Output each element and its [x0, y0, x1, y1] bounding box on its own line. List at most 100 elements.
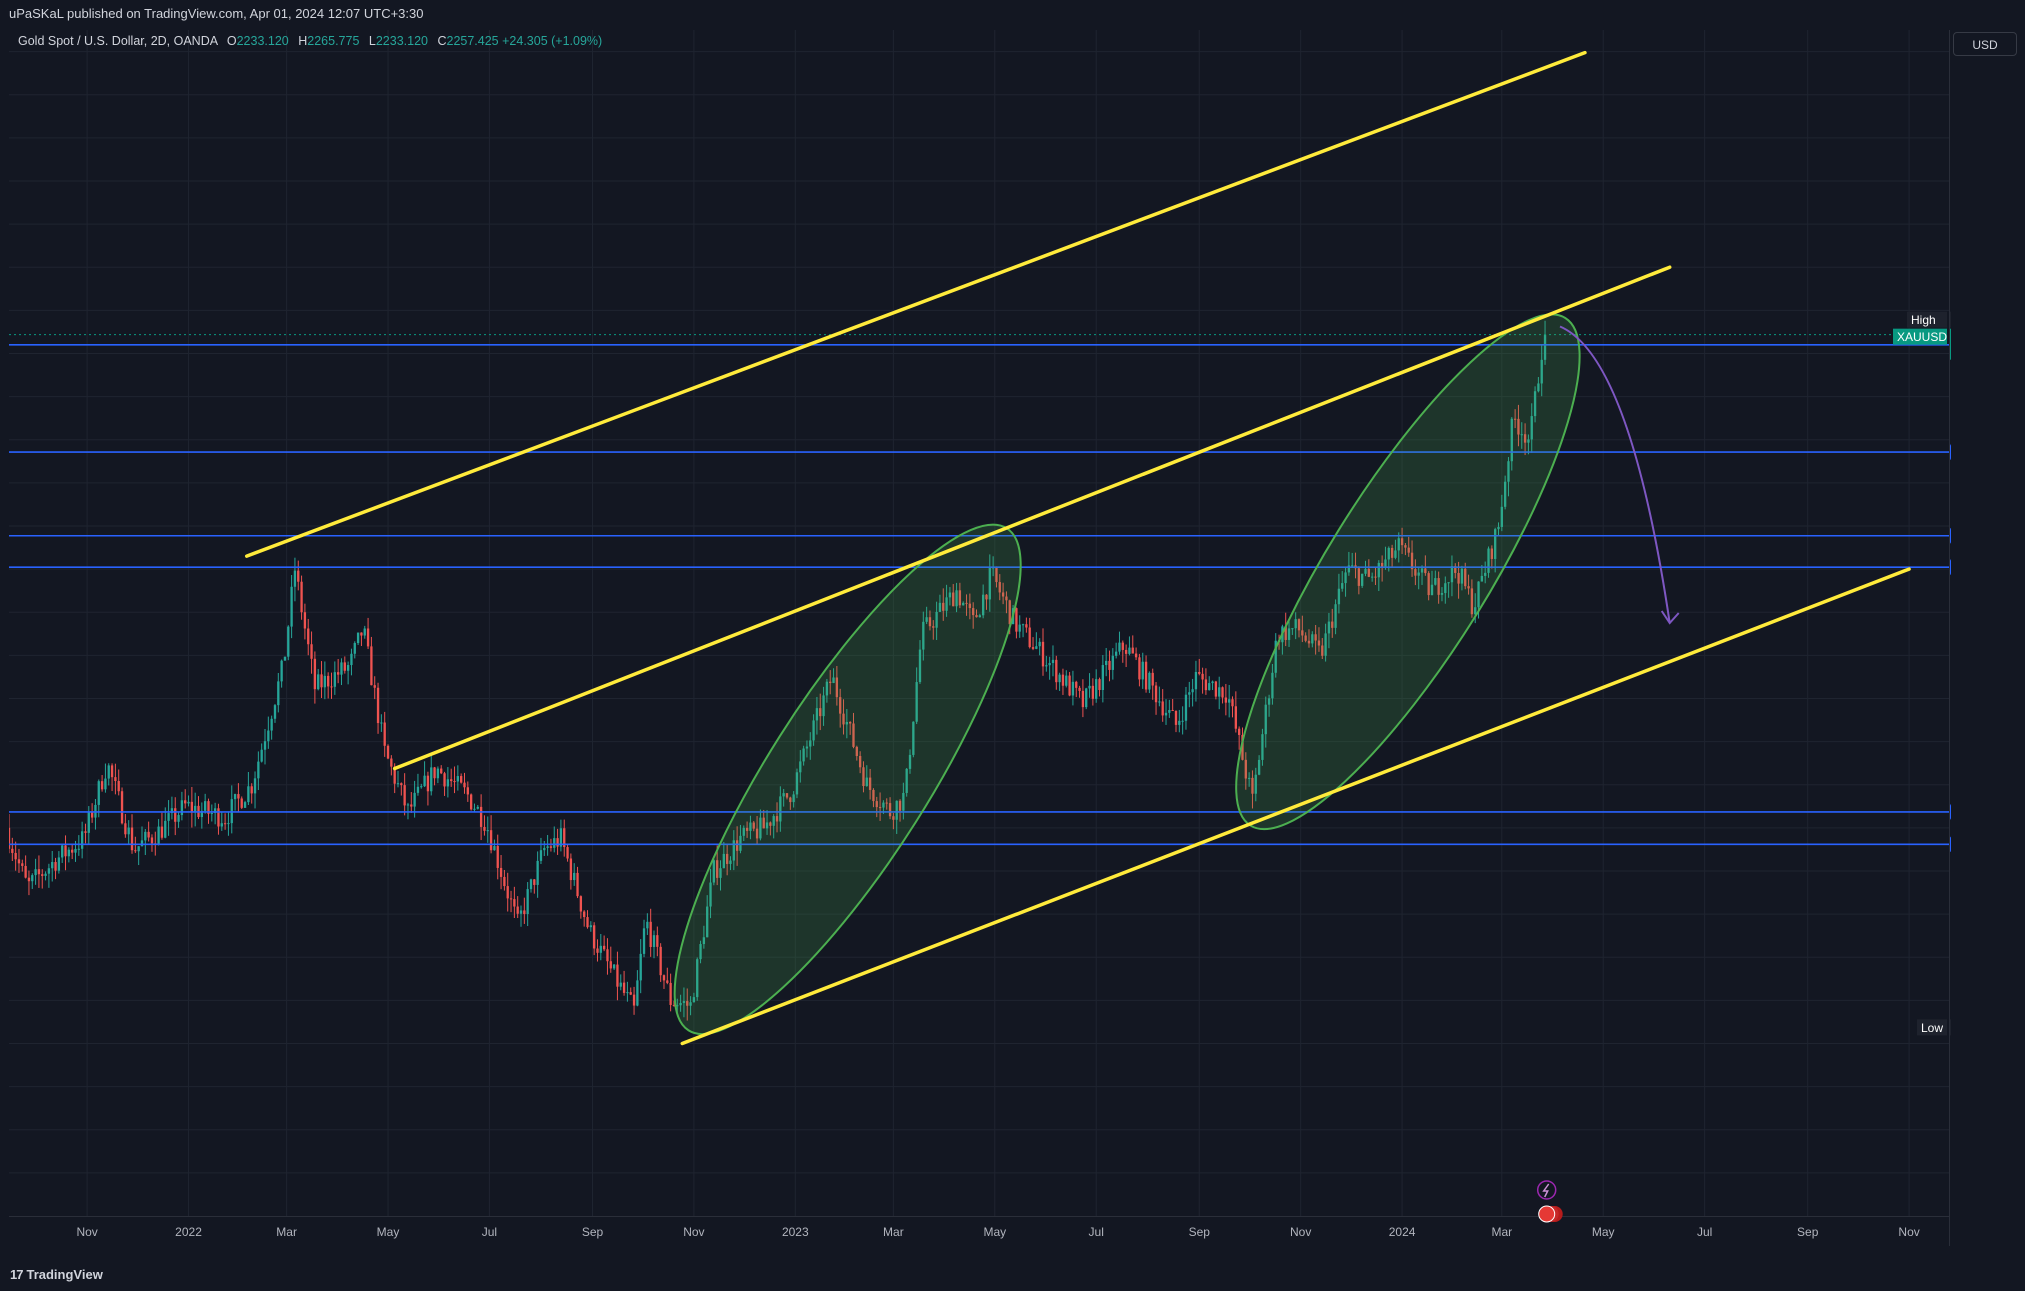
candle-body [666, 980, 669, 983]
tv-logo-icon: 17 [10, 1267, 24, 1282]
open-value: 2233.120 [236, 34, 289, 48]
candle-body [1384, 559, 1387, 568]
candle-body [90, 812, 94, 818]
high-label: High [1911, 313, 1936, 327]
candle-body [789, 797, 792, 803]
candle-body [1008, 600, 1011, 625]
candle-body [822, 695, 825, 717]
candle-body [233, 794, 237, 800]
close-label: C [437, 34, 447, 48]
candle-body [114, 777, 117, 781]
currency-button[interactable]: USD [1953, 32, 2017, 56]
candle-body [1311, 634, 1314, 644]
candle-body [1118, 642, 1121, 652]
candle-body [469, 794, 473, 810]
candle-body [503, 876, 506, 887]
x-tick-label: Mar [276, 1225, 297, 1239]
candle-body [1174, 710, 1178, 725]
candle-body [1334, 604, 1337, 628]
candle-body [323, 675, 327, 688]
candle-body [513, 899, 516, 907]
candle-body [1224, 697, 1228, 703]
candle-body [1178, 720, 1181, 725]
candle-body [1477, 581, 1480, 608]
candle-body [353, 643, 356, 654]
candle-body [1484, 572, 1487, 576]
candle-body [450, 779, 453, 782]
candle-body [606, 949, 609, 962]
candle-body [1051, 659, 1055, 664]
candle-body [739, 835, 742, 851]
candle-body [1114, 651, 1118, 656]
candle-body [988, 567, 991, 600]
candle-body [646, 921, 649, 929]
candle-body [420, 786, 423, 788]
candle-body [1247, 777, 1251, 779]
candle-body [782, 793, 785, 797]
candle-body [1108, 660, 1111, 670]
candle-body [1005, 596, 1008, 601]
brand-name: TradingView [26, 1267, 103, 1282]
candle-body [476, 806, 479, 809]
candle-body [453, 781, 456, 783]
candle-body [1404, 545, 1407, 548]
candle-body [1510, 418, 1513, 462]
candle-body [1480, 575, 1484, 582]
candle-body [1304, 635, 1307, 641]
candle-body [952, 592, 955, 607]
tradingview-logo[interactable]: 17 TradingView [10, 1267, 103, 1282]
candle-body [406, 804, 410, 806]
candle-body [1543, 334, 1547, 360]
candle-body [862, 767, 865, 787]
candle-body [709, 882, 712, 907]
candle-body [549, 846, 553, 848]
candle-body [915, 682, 918, 722]
candle-body [1148, 672, 1151, 690]
candle-body [1244, 759, 1247, 779]
candle-body [885, 802, 888, 804]
candle-body [24, 865, 27, 878]
price-tags: 2248.0002148.5342070.9172041.8111814.782… [1893, 311, 1951, 1036]
candle-body [1071, 681, 1075, 696]
candle-body [1081, 690, 1085, 708]
channel-line-upper [244, 50, 1587, 558]
candle-body [430, 767, 433, 792]
candle-body [852, 723, 855, 747]
x-tick-label: Sep [1797, 1225, 1819, 1239]
candle-body [360, 632, 363, 636]
candle-body [283, 656, 287, 661]
high-value: 2265.775 [307, 34, 360, 48]
candle-body [928, 617, 932, 627]
candle-body [356, 632, 360, 644]
candle-body [117, 780, 120, 792]
candle-body [1500, 506, 1503, 527]
candle-body [1221, 687, 1224, 698]
candle-body [1267, 698, 1271, 705]
candle-body [137, 846, 140, 852]
candle-body [955, 590, 958, 607]
candle-body [1397, 538, 1400, 551]
candle-body [346, 665, 350, 671]
x-tick-label: Nov [1898, 1225, 1919, 1239]
candle-body [865, 777, 868, 787]
candle-body [187, 801, 190, 804]
candle-body [1460, 568, 1464, 584]
channel-line-lower [680, 567, 1911, 1046]
candle-body [599, 945, 602, 953]
candle-body [1410, 552, 1414, 570]
candle-body [87, 812, 90, 833]
candle-body [1490, 548, 1494, 559]
candle-body [779, 796, 782, 822]
x-axis: Nov 2022 Mar May Jul Sep Nov 2023 Mar May Jul Sep No… [9, 1216, 1949, 1239]
candle-body [735, 840, 739, 851]
candle-body [1015, 608, 1018, 632]
candle-body [1231, 699, 1234, 707]
candle-body [589, 925, 592, 928]
candle-body [260, 749, 263, 762]
candle-body [968, 603, 972, 609]
x-tick-label: May [983, 1225, 1006, 1239]
candle-body [41, 874, 44, 876]
candle-body [1407, 547, 1410, 553]
price-chart[interactable]: Nov 2022 Mar May Jul Sep Nov 2023 Mar May Jul Sep No… [9, 30, 1951, 1246]
close-value: 2257.425 [446, 34, 499, 48]
